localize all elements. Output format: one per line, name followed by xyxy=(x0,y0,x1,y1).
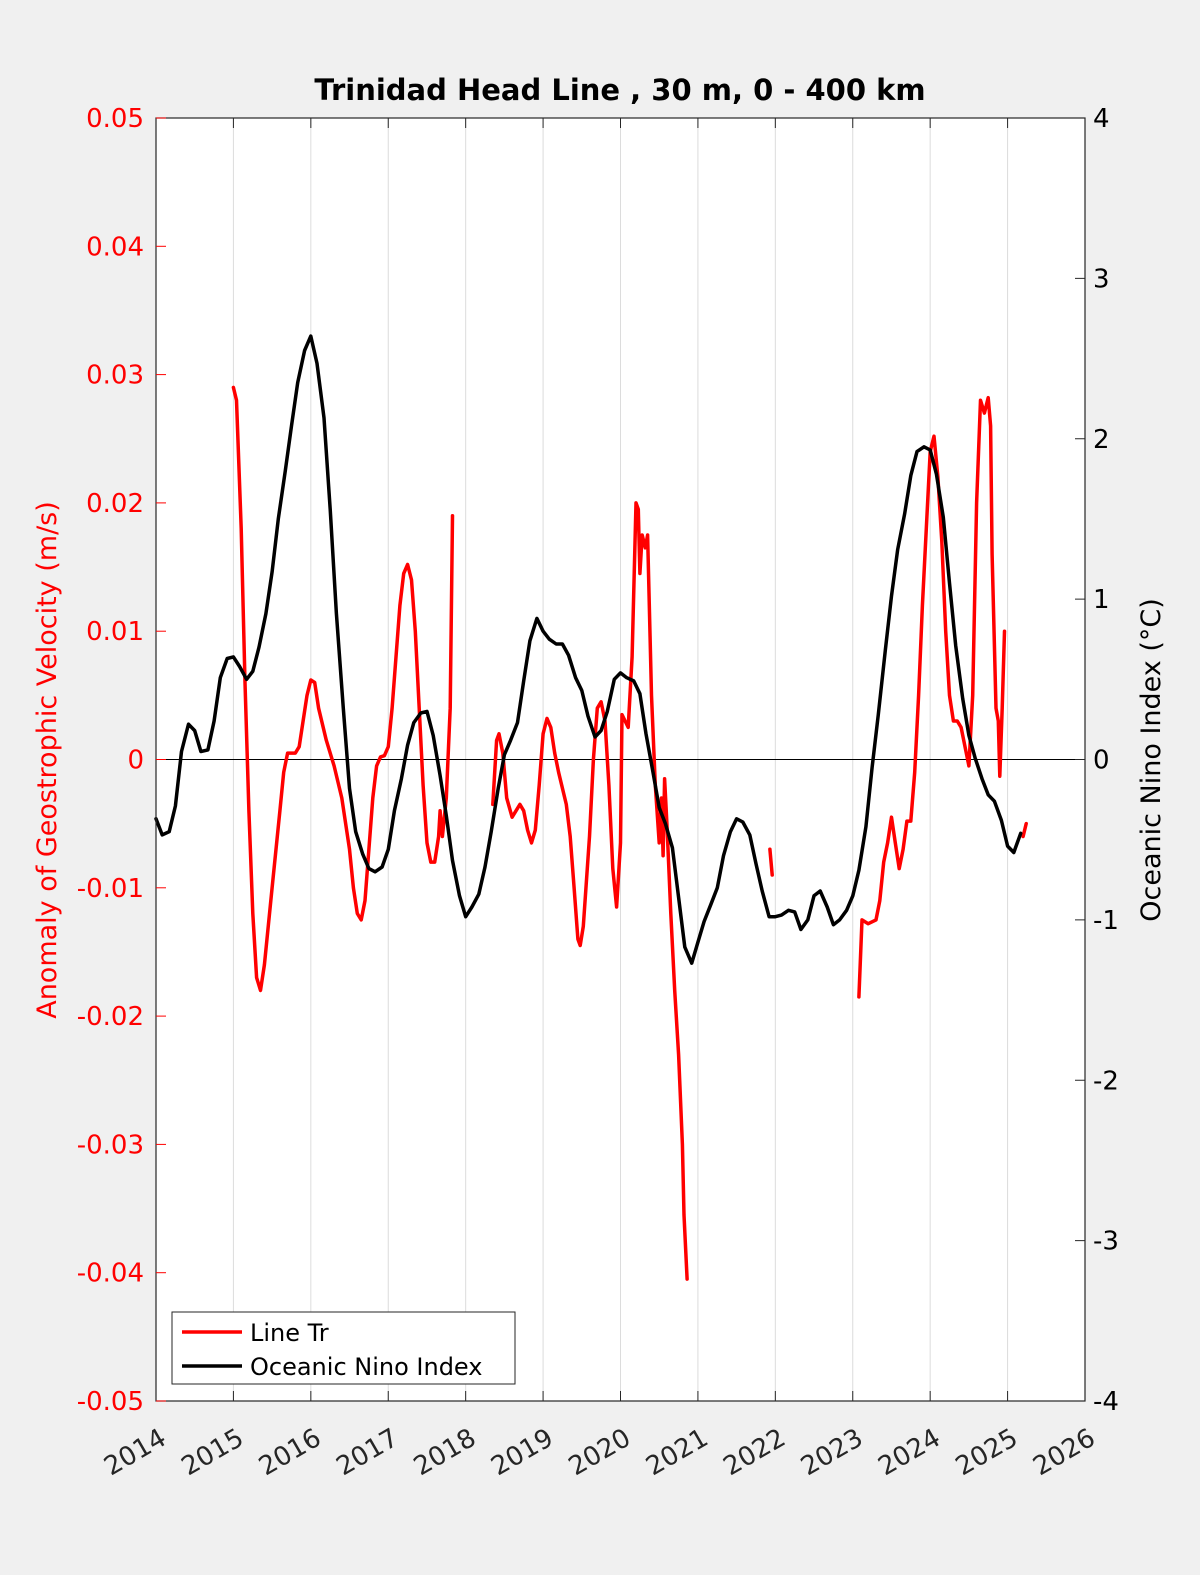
y-right-tick-label: -1 xyxy=(1093,906,1119,936)
legend-box xyxy=(171,1311,516,1385)
series xyxy=(154,334,1028,1281)
y-right-tick-label: -4 xyxy=(1093,1387,1119,1417)
y-left-tick-label: -0.04 xyxy=(77,1259,144,1289)
y-right-tick-label: -2 xyxy=(1093,1066,1119,1096)
series-line-tr-line xyxy=(857,395,1007,999)
series-line-tr-line xyxy=(768,847,774,877)
y-axis-left-label: Anomaly of Geostrophic Velocity (m/s) xyxy=(32,501,63,1019)
y-left-tick-label: -0.02 xyxy=(77,1002,144,1032)
y-left-tick-label: 0 xyxy=(127,746,144,776)
y-axis-right-label: Oceanic Nino Index (°C) xyxy=(1136,598,1167,922)
series-line-tr-line xyxy=(491,501,689,1281)
y-left-tick-label: 0.01 xyxy=(86,617,144,647)
legend: Line Tr Oceanic Nino Index xyxy=(171,1311,516,1385)
y-right-tick-label: 3 xyxy=(1093,264,1110,294)
y-left-tick-label: 0.04 xyxy=(86,232,144,262)
series-oni-line xyxy=(154,334,1023,965)
series-line-tr-line xyxy=(1021,821,1028,839)
y-left-tick-label: 0.05 xyxy=(86,104,144,134)
y-left-tick-label: -0.03 xyxy=(77,1130,144,1160)
series-line-tr-line xyxy=(231,385,455,993)
y-right-tick-label: -3 xyxy=(1093,1227,1119,1257)
y-left-tick-label: -0.01 xyxy=(77,874,144,904)
y-right-tick-label: 2 xyxy=(1093,425,1110,455)
legend-label-oni: Oceanic Nino Index xyxy=(250,1353,482,1381)
y-right-tick-label: 1 xyxy=(1093,585,1110,615)
y-left-tick-label: 0.03 xyxy=(86,361,144,391)
y-right-tick-label: 4 xyxy=(1093,104,1110,134)
chart-title: Trinidad Head Line , 30 m, 0 - 400 km xyxy=(314,73,925,107)
y-right-tick-label: 0 xyxy=(1093,746,1110,776)
y-left-tick-label: 0.02 xyxy=(86,489,144,519)
y-left-tick-label: -0.05 xyxy=(77,1387,144,1417)
legend-label-line-tr: Line Tr xyxy=(250,1319,329,1347)
